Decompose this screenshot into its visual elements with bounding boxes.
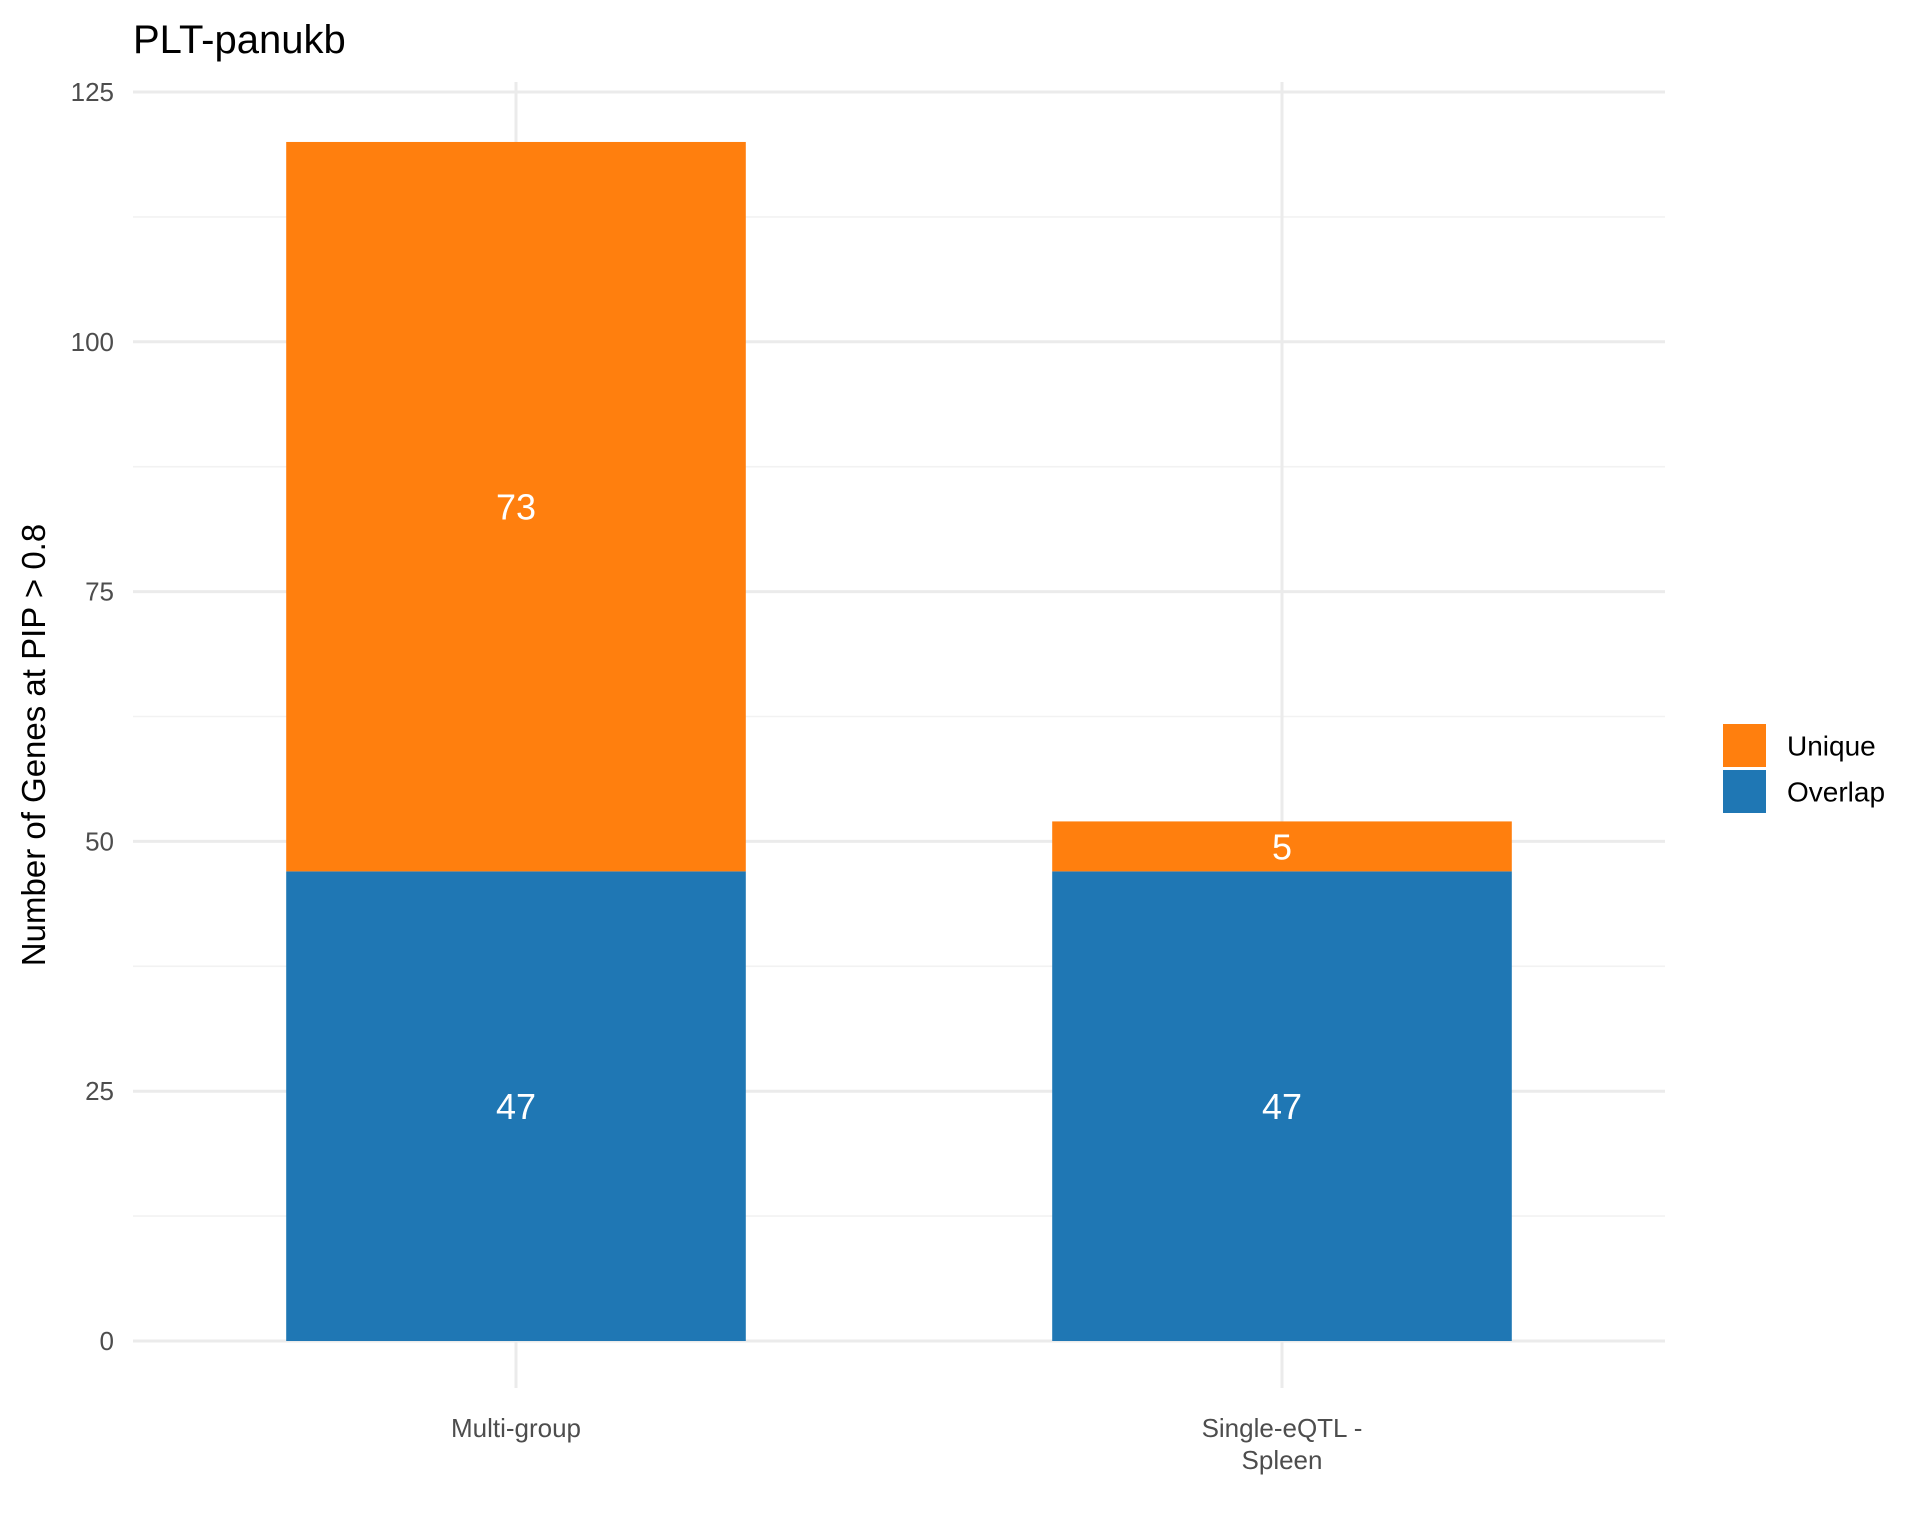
- bar-value-label: 47: [496, 1086, 536, 1127]
- y-tick-label: 100: [71, 327, 114, 357]
- legend: Unique Overlap: [1723, 724, 1885, 813]
- x-tick-label: Spleen: [1242, 1445, 1323, 1475]
- bar-unique-0: [286, 141, 746, 872]
- x-axis-ticks: Multi-group Single-eQTL -Spleen: [451, 1413, 1362, 1475]
- bar-overlap-0: [286, 871, 746, 1341]
- y-axis-title: Number of Genes at PIP > 0.8: [15, 524, 52, 966]
- legend-key-overlap: [1723, 770, 1766, 813]
- x-tick-label: Single-eQTL -: [1202, 1413, 1363, 1443]
- bars: [286, 141, 1512, 1341]
- bar-value-labels: 47 73 47 5: [496, 487, 1302, 1128]
- y-axis-ticks: 0 25 50 75 100 125: [71, 77, 114, 1356]
- y-tick-label: 75: [85, 577, 114, 607]
- bar-overlap-1: [1052, 871, 1512, 1341]
- bar-value-label: 47: [1262, 1086, 1302, 1127]
- y-tick-label: 125: [71, 77, 114, 107]
- y-tick-label: 50: [85, 826, 114, 856]
- bar-value-label: 5: [1272, 826, 1292, 867]
- chart-title: PLT-panukb: [133, 18, 346, 62]
- x-tick-label: Multi-group: [451, 1413, 581, 1443]
- y-tick-label: 25: [85, 1076, 114, 1106]
- bar-unique-1: [1052, 821, 1512, 872]
- legend-label: Unique: [1787, 731, 1876, 762]
- legend-label: Overlap: [1787, 777, 1885, 808]
- y-tick-label: 0: [100, 1326, 114, 1356]
- legend-key-unique: [1723, 724, 1766, 767]
- bar-value-label: 73: [496, 487, 536, 528]
